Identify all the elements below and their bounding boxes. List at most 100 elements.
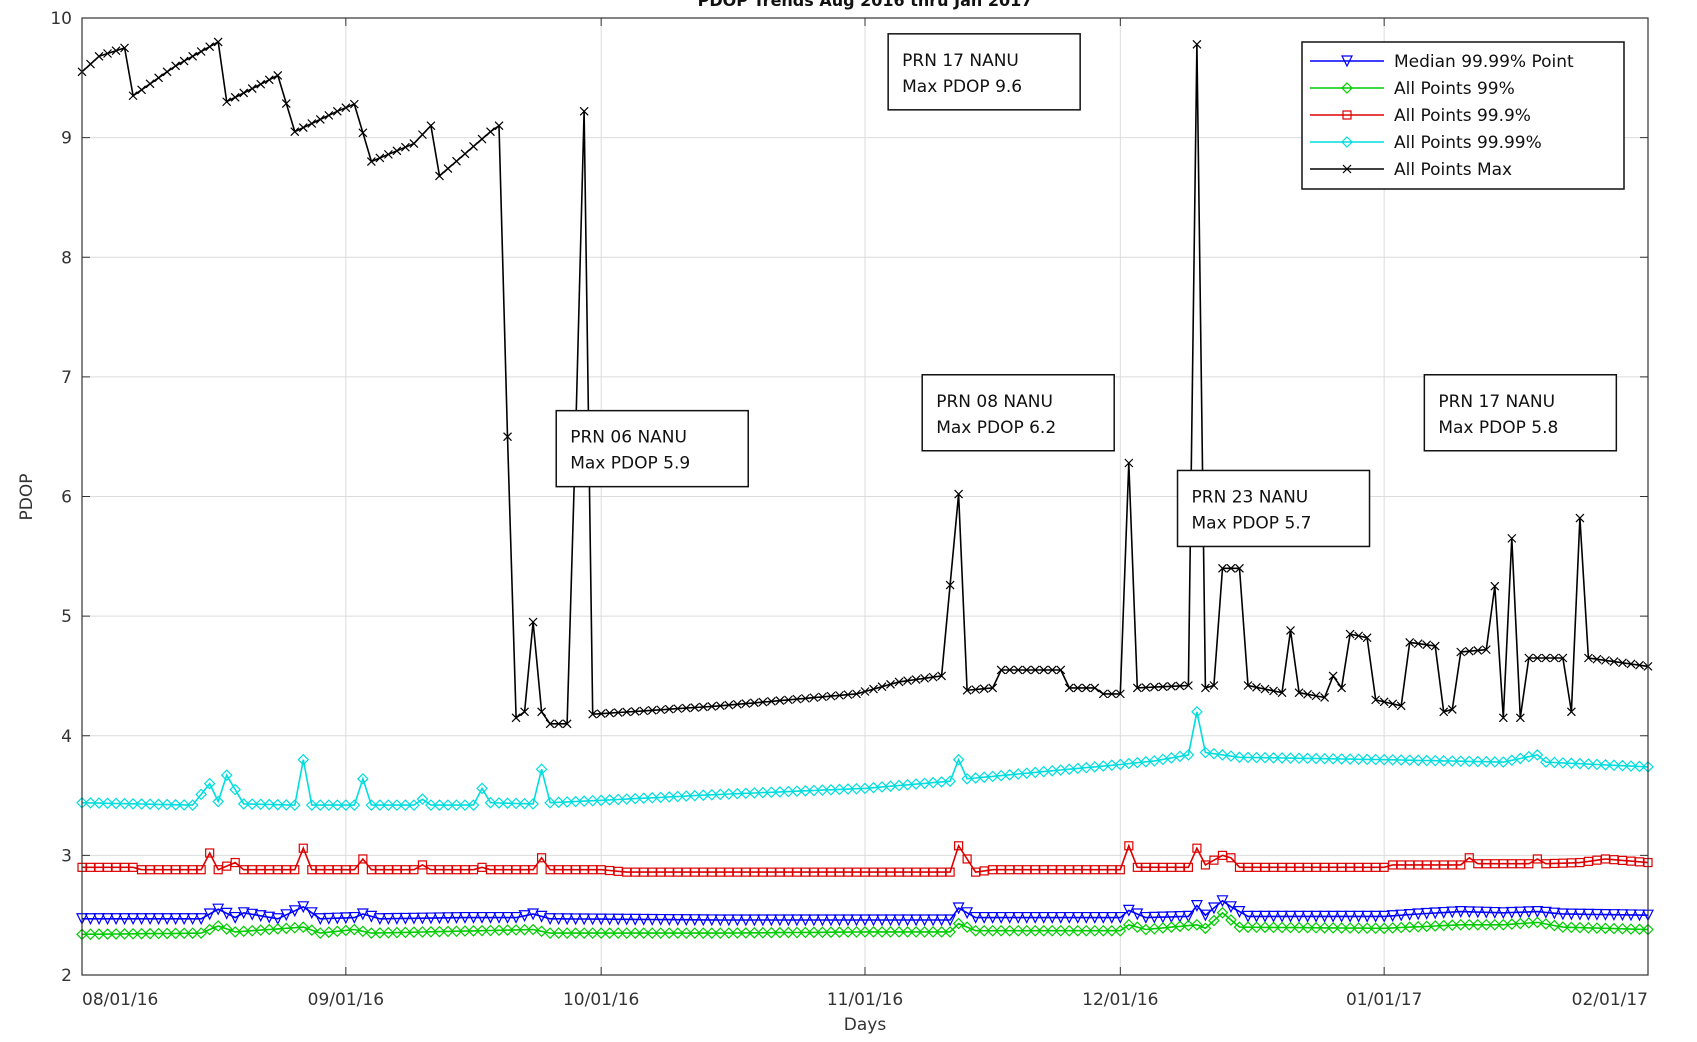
data-point: [375, 153, 385, 163]
data-point: [1635, 660, 1644, 670]
data-point: [1420, 920, 1433, 933]
data-point: [203, 777, 216, 790]
data-point: [1599, 908, 1612, 921]
data-point: [1361, 910, 1374, 923]
data-point: [195, 788, 208, 801]
data-point: [1080, 911, 1093, 924]
data-point: [962, 854, 972, 864]
data-point: [1405, 638, 1415, 647]
data-point: [1490, 581, 1500, 591]
data-point: [280, 922, 293, 935]
data-point: [459, 925, 471, 937]
data-point: [1497, 918, 1510, 931]
data-point: [1395, 754, 1408, 766]
data-point: [671, 914, 684, 927]
data-point: [731, 914, 744, 927]
data-point: [790, 914, 803, 927]
data-point: [918, 926, 931, 938]
data-point: [535, 763, 548, 776]
data-point: [816, 926, 829, 939]
data-point: [314, 927, 327, 939]
data-point: [1200, 860, 1211, 870]
data-point: [1020, 767, 1033, 780]
data-point: [637, 927, 650, 939]
data-point: [765, 786, 778, 799]
data-point: [400, 142, 410, 152]
data-point: [978, 924, 991, 937]
data-point: [339, 799, 352, 811]
data-point: [903, 676, 912, 686]
data-point: [707, 701, 717, 711]
data-point: [766, 696, 776, 706]
data-point: [315, 115, 325, 124]
data-point: [1310, 921, 1322, 934]
data-point: [1507, 533, 1517, 543]
data-point: [1437, 755, 1450, 767]
data-point: [656, 705, 666, 715]
data-point: [382, 799, 395, 811]
data-point: [1226, 853, 1236, 863]
data-point: [1286, 626, 1295, 635]
data-point: [876, 781, 888, 793]
data-point: [254, 910, 267, 923]
data-point: [1250, 921, 1263, 934]
data-point: [731, 927, 744, 939]
data-point: [178, 913, 191, 926]
data-point: [484, 924, 497, 937]
data-point: [603, 794, 616, 806]
data-point: [271, 913, 284, 926]
data-point: [1224, 901, 1237, 914]
data-point: [1071, 924, 1084, 937]
data-point: [552, 796, 565, 809]
data-point: [1013, 665, 1023, 675]
data-point: [511, 713, 521, 723]
data-point: [893, 926, 905, 938]
y-tick-label: 9: [61, 129, 72, 149]
data-point: [1369, 753, 1382, 766]
annotation-line-2: Max PDOP 9.6: [902, 77, 1022, 97]
data-point: [637, 792, 650, 805]
data-point: [1243, 681, 1253, 690]
data-point: [774, 786, 786, 798]
data-point: [416, 926, 429, 938]
data-point: [477, 134, 487, 144]
legend-marker: [1342, 164, 1352, 174]
data-point: [782, 914, 795, 927]
data-point: [348, 799, 361, 811]
annotation-frame: [1176, 469, 1371, 548]
data-point: [1250, 751, 1263, 764]
data-point: [988, 683, 998, 693]
data-point: [630, 707, 640, 716]
data-point: [1591, 758, 1603, 771]
data-point: [954, 841, 964, 851]
data-point: [578, 927, 590, 939]
data-point: [1532, 653, 1542, 663]
data-point: [161, 913, 174, 926]
data-point: [442, 799, 454, 811]
data-point: [1386, 753, 1399, 766]
data-point: [1233, 921, 1246, 933]
data-point: [280, 909, 293, 922]
data-point: [741, 699, 751, 709]
data-point: [1208, 914, 1220, 927]
data-point: [1003, 768, 1016, 781]
data-point: [1267, 751, 1280, 764]
data-point: [1541, 653, 1551, 663]
data-point: [1131, 921, 1144, 933]
data-point: [237, 907, 250, 920]
data-point: [1540, 756, 1552, 768]
x-tick-label: 08/01/16: [82, 990, 158, 1010]
data-point: [1174, 920, 1186, 933]
data-point: [314, 799, 327, 811]
data-point: [1225, 750, 1237, 762]
data-point: [161, 798, 173, 811]
data-point: [1088, 911, 1101, 924]
data-point: [1122, 757, 1135, 770]
data-point: [1344, 922, 1356, 934]
data-point: [1037, 924, 1050, 937]
data-point: [358, 128, 368, 138]
data-point: [1446, 906, 1459, 919]
data-point: [1616, 909, 1629, 922]
data-point: [450, 912, 463, 925]
data-point: [382, 913, 395, 925]
